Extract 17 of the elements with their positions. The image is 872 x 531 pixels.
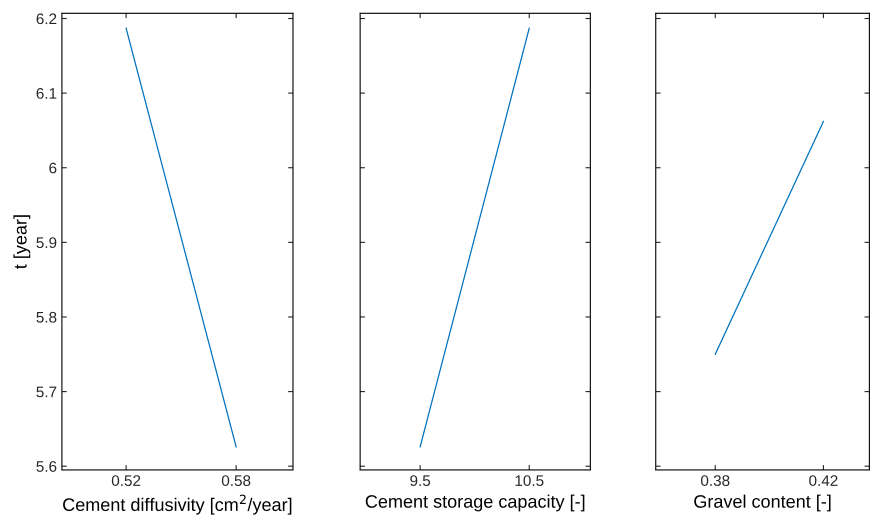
x-axis-title: Cement diffusivity [cm$^{2}$/year] [63, 494, 292, 515]
y-tick-label: 5.8 [36, 312, 56, 323]
y-tick-label: 5.9 [36, 237, 56, 248]
x-tick-label: 0.38 [700, 475, 730, 486]
x-tick-label: 0.58 [222, 475, 250, 486]
x-axis-title: Gravel content [-] [694, 494, 831, 512]
y-tick-label: 6.2 [36, 13, 56, 24]
x-tick-label: 0.52 [112, 475, 140, 486]
y-axis-title: t [year] [13, 215, 30, 269]
y-tick-label: 5.6 [36, 461, 56, 472]
x-tick-label: 0.42 [809, 475, 838, 486]
x-tick-label: 9.5 [410, 475, 430, 486]
x-axis-title: Cement storage capacity [-] [366, 494, 584, 512]
y-tick-label: 6 [49, 162, 56, 174]
y-tick-label: 6.1 [36, 88, 56, 99]
x-tick-label: 10.5 [516, 475, 544, 486]
y-tick-label: 5.7 [36, 386, 56, 398]
